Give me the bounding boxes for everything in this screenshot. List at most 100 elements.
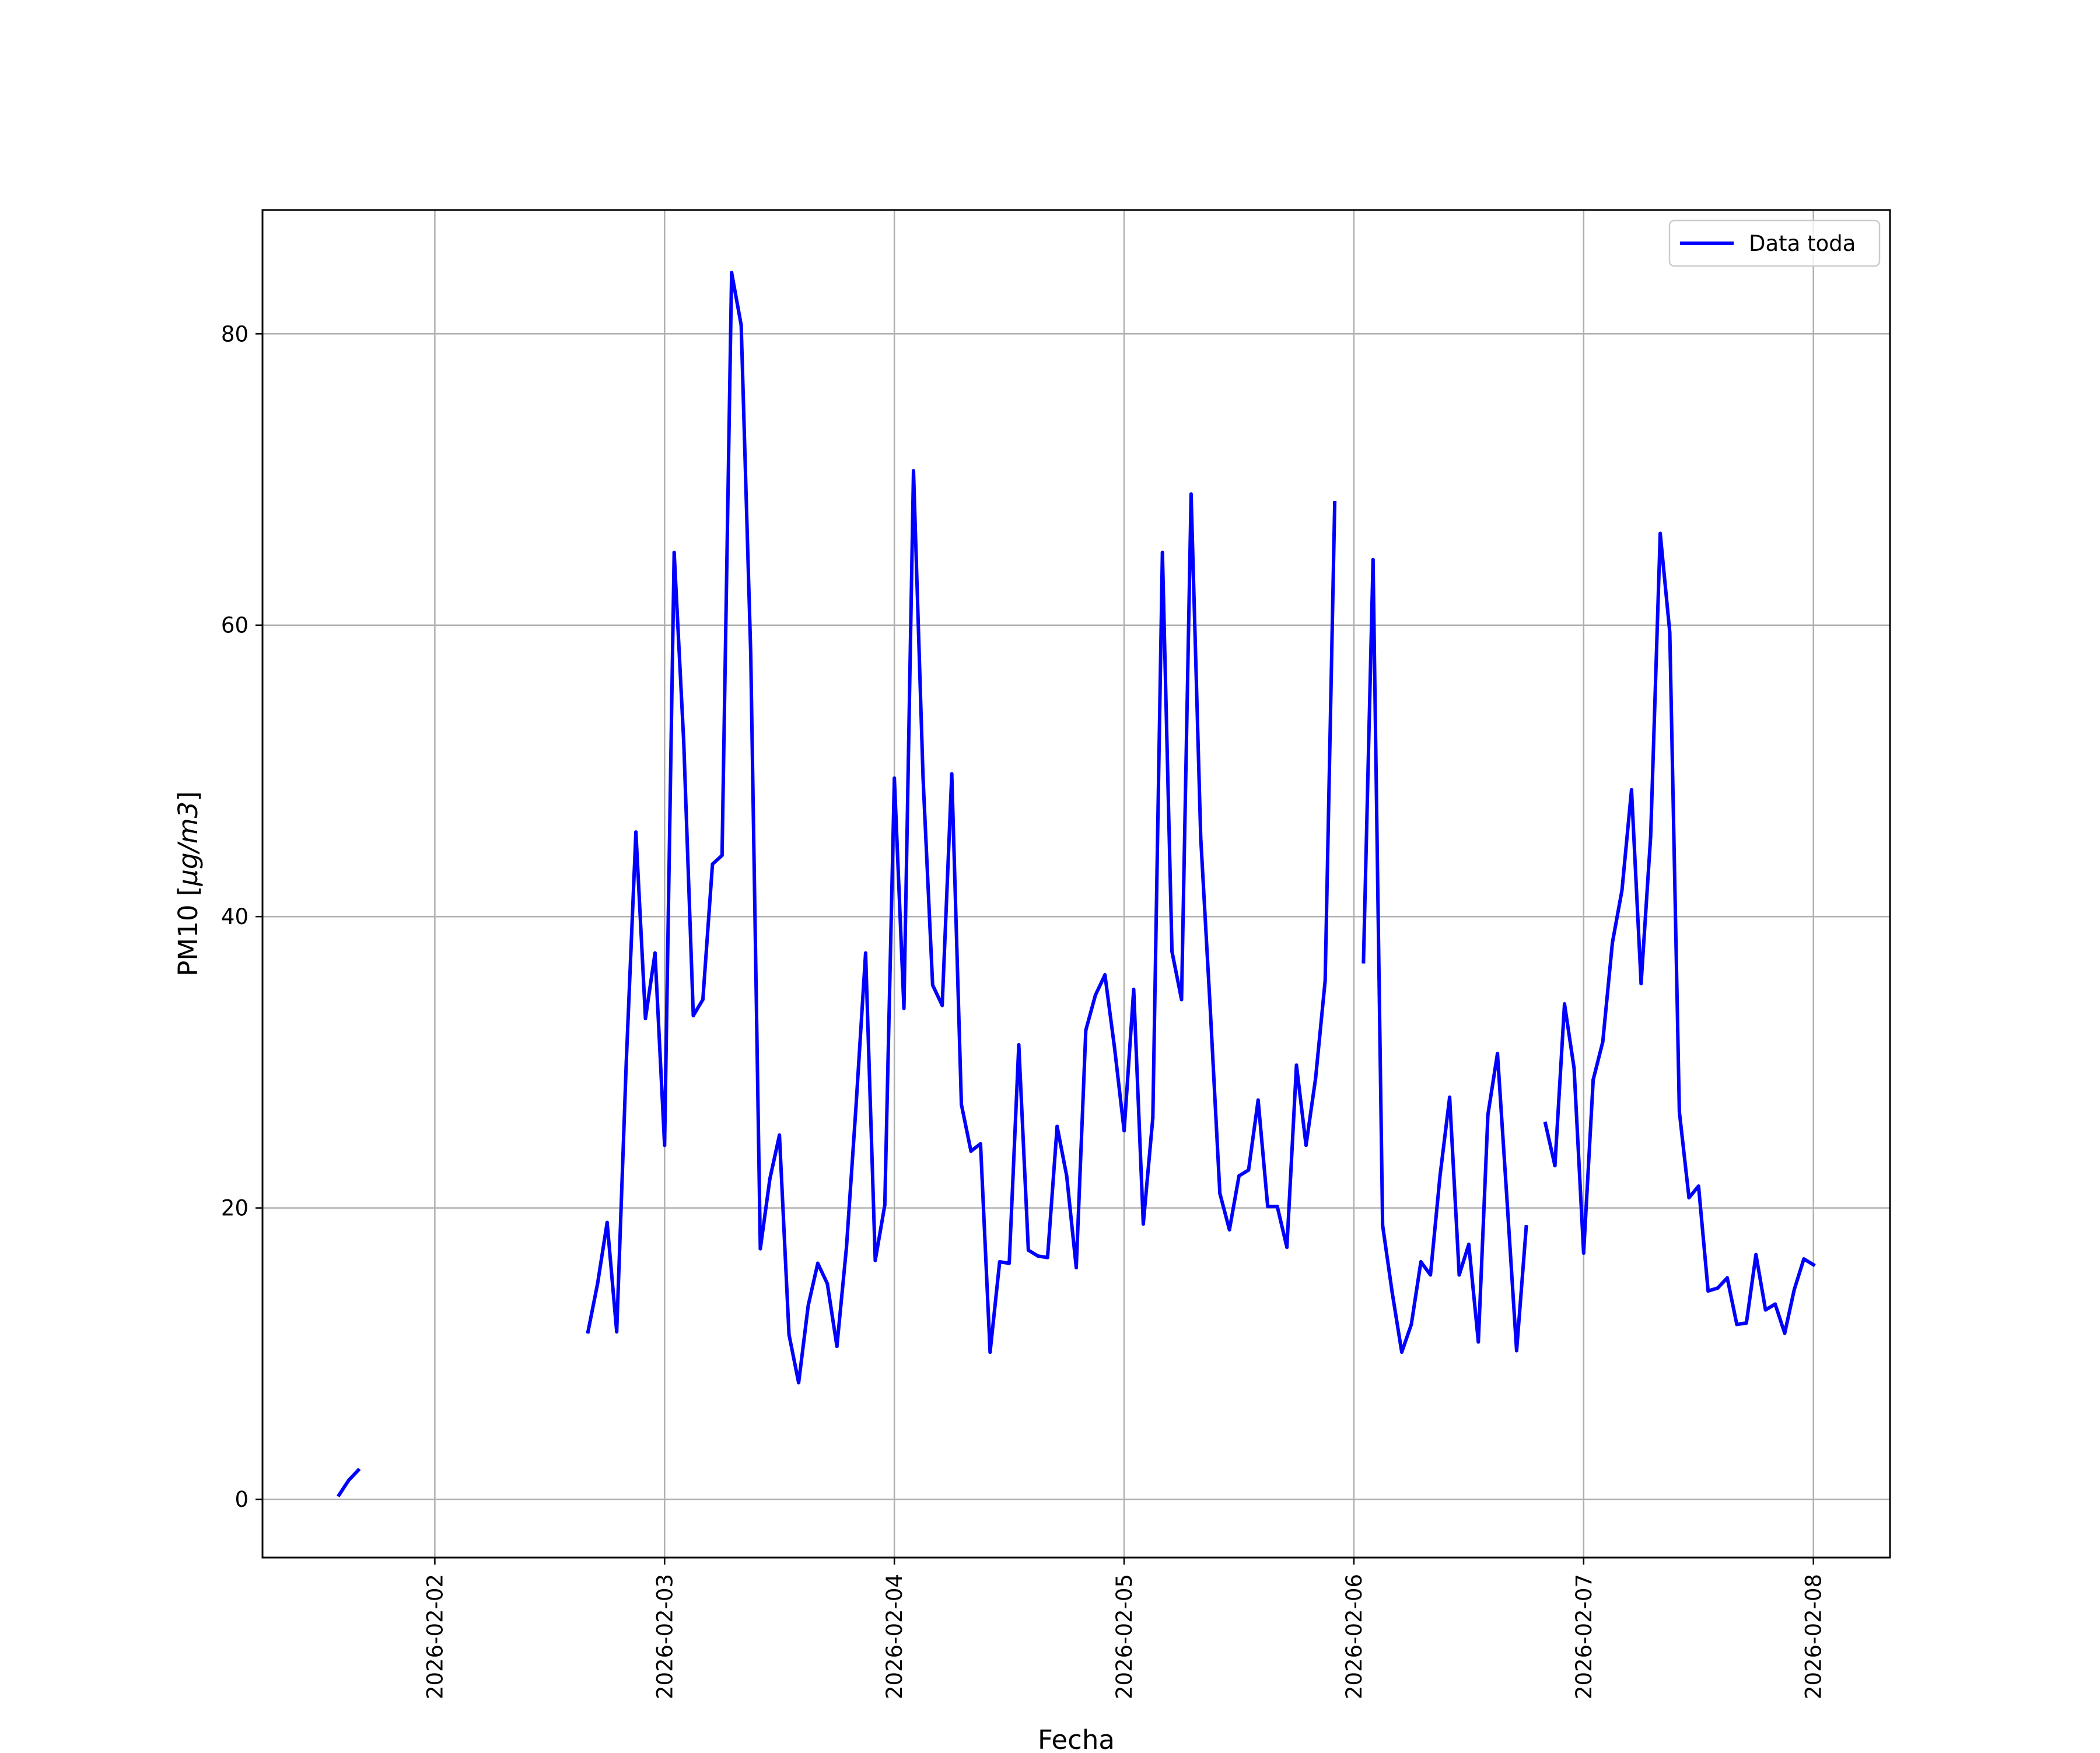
data-point xyxy=(1093,993,1097,997)
data-point xyxy=(1629,788,1633,792)
data-point xyxy=(1611,941,1615,945)
data-point xyxy=(912,469,915,473)
data-point xyxy=(1275,1205,1279,1209)
data-point xyxy=(1304,1143,1308,1147)
data-point xyxy=(1648,834,1653,838)
data-point xyxy=(1390,1290,1394,1294)
data-point xyxy=(758,1247,762,1251)
data-point xyxy=(969,1149,973,1153)
data-point xyxy=(337,1493,341,1497)
data-point xyxy=(835,1344,839,1348)
y-axis-ticks: 0 20 40 60 80 xyxy=(221,321,262,1512)
data-point xyxy=(1524,1225,1528,1229)
data-point xyxy=(653,951,657,955)
data-point xyxy=(1294,1063,1298,1067)
data-point xyxy=(710,862,715,866)
x-tick-label: 2026-02-07 xyxy=(1572,1574,1597,1699)
data-point xyxy=(978,1142,982,1146)
y-axis-title-unit: μg/m3 xyxy=(173,802,204,887)
data-point xyxy=(672,550,676,554)
y-tick-label: 40 xyxy=(221,904,249,929)
data-point xyxy=(691,1014,695,1017)
data-point xyxy=(883,1203,887,1207)
data-point xyxy=(1792,1287,1796,1292)
data-point xyxy=(1572,1066,1576,1070)
data-point xyxy=(1323,979,1327,983)
data-point xyxy=(1007,1261,1012,1265)
data-point xyxy=(892,776,897,780)
data-point xyxy=(1696,1184,1700,1188)
data-point xyxy=(1544,1121,1548,1125)
data-point xyxy=(1514,1349,1518,1353)
data-point xyxy=(1333,501,1337,505)
x-tick-label: 2026-02-02 xyxy=(422,1574,447,1699)
data-point xyxy=(1285,1245,1289,1250)
data-point xyxy=(1476,1340,1480,1344)
data-point xyxy=(1419,1260,1423,1264)
data-point xyxy=(1716,1286,1720,1290)
data-point xyxy=(1189,492,1193,496)
data-point xyxy=(816,1261,820,1265)
data-point xyxy=(634,830,638,834)
data-point xyxy=(768,1177,772,1181)
data-point xyxy=(1266,1205,1270,1209)
data-point xyxy=(1591,1077,1595,1082)
data-point xyxy=(346,1478,351,1482)
data-point xyxy=(1017,1043,1021,1047)
data-point xyxy=(1400,1350,1404,1354)
data-point xyxy=(1036,1254,1040,1258)
data-point xyxy=(1505,1199,1509,1203)
data-point xyxy=(940,1003,944,1007)
data-point xyxy=(921,776,925,780)
data-point xyxy=(1668,631,1672,635)
data-point xyxy=(1409,1322,1413,1327)
data-point xyxy=(1486,1112,1490,1117)
data-point xyxy=(356,1468,360,1472)
data-point xyxy=(586,1329,590,1334)
data-point xyxy=(1620,888,1624,893)
data-point xyxy=(596,1282,600,1286)
data-point xyxy=(730,271,734,275)
data-point xyxy=(1553,1164,1557,1168)
data-point xyxy=(1639,982,1643,986)
data-point xyxy=(1706,1289,1710,1293)
data-point xyxy=(643,1017,648,1020)
data-point xyxy=(1122,1129,1126,1133)
data-point xyxy=(1381,1223,1385,1227)
data-point xyxy=(1763,1308,1768,1312)
data-point xyxy=(1237,1174,1241,1178)
data-point xyxy=(1563,1002,1566,1006)
data-point xyxy=(1438,1174,1442,1178)
legend-label: Data toda xyxy=(1749,231,1856,256)
data-point xyxy=(1199,836,1203,840)
legend-box xyxy=(1668,219,1881,267)
data-point xyxy=(1170,950,1174,954)
data-point xyxy=(1448,1095,1452,1099)
data-point xyxy=(1151,1115,1155,1119)
data-point xyxy=(1726,1276,1729,1280)
data-point xyxy=(1247,1168,1251,1172)
data-point xyxy=(701,998,705,1002)
data-point xyxy=(1256,1098,1260,1102)
data-point xyxy=(1180,998,1184,1002)
data-point xyxy=(1429,1273,1433,1277)
data-point xyxy=(1601,1040,1605,1044)
y-tick-label: 60 xyxy=(221,613,249,638)
data-point xyxy=(682,740,686,744)
data-point xyxy=(1074,1266,1078,1269)
data-point xyxy=(1811,1263,1815,1266)
data-point xyxy=(1112,1045,1116,1049)
data-point xyxy=(1735,1322,1739,1327)
data-point xyxy=(749,652,752,656)
data-point xyxy=(960,1103,964,1107)
data-point xyxy=(1065,1174,1069,1178)
x-tick-label: 2026-02-03 xyxy=(652,1574,677,1699)
data-point xyxy=(1371,558,1375,562)
data-point xyxy=(854,1104,858,1108)
data-point xyxy=(1227,1228,1231,1232)
data-point xyxy=(605,1220,609,1224)
data-point xyxy=(950,772,954,776)
